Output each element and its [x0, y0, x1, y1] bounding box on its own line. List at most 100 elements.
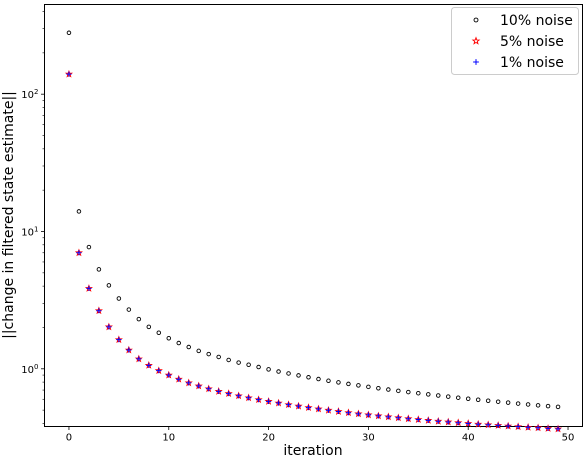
legend-label: 1% noise	[500, 55, 564, 71]
data-point	[106, 324, 112, 330]
data-point	[176, 340, 182, 346]
data-point	[355, 411, 362, 417]
legend: 10% noise 5% noise 1% noise	[451, 7, 579, 75]
x-tick-label: 10	[162, 433, 175, 444]
data-point	[425, 417, 431, 423]
data-point	[445, 419, 451, 425]
data-point	[295, 403, 302, 409]
data-point	[473, 17, 479, 23]
plot-area	[44, 4, 583, 427]
data-point	[346, 381, 351, 387]
data-point	[256, 397, 262, 403]
data-point	[236, 360, 241, 365]
legend-label: 10% noise	[500, 13, 573, 29]
data-point	[156, 330, 162, 336]
data-point	[66, 71, 72, 77]
data-point	[485, 422, 491, 428]
y-axis-label: ||change in filtered state estimate||	[1, 91, 17, 339]
data-point	[545, 403, 551, 409]
data-point	[515, 424, 521, 430]
y-axis-ticks: 100 101 102	[21, 11, 45, 424]
x-tick-label: 50	[562, 433, 575, 444]
data-point	[555, 404, 561, 410]
data-point	[326, 378, 331, 384]
data-point	[196, 383, 202, 389]
data-point	[306, 375, 311, 380]
data-point	[376, 385, 381, 391]
data-point	[86, 285, 92, 292]
data-point	[471, 36, 481, 45]
data-point	[276, 369, 281, 374]
data-point	[86, 244, 92, 250]
data-point	[406, 389, 411, 395]
data-point	[216, 388, 222, 394]
x-tick-label: 40	[462, 433, 475, 444]
x-tick-label: 20	[262, 433, 275, 444]
data-point	[455, 420, 461, 426]
data-point	[386, 387, 391, 392]
data-point	[226, 357, 231, 363]
data-point	[136, 356, 142, 362]
data-point	[206, 351, 211, 357]
data-point	[396, 388, 401, 394]
data-point	[315, 406, 322, 412]
data-point	[206, 386, 212, 392]
data-point	[126, 347, 132, 353]
data-point	[385, 414, 391, 420]
x-axis-label: iteration	[283, 443, 342, 458]
data-point	[415, 416, 421, 423]
data-point	[116, 296, 122, 301]
data-point	[485, 398, 491, 404]
data-point	[186, 380, 192, 386]
data-points	[64, 30, 563, 433]
data-point	[325, 407, 332, 413]
data-point	[186, 344, 191, 350]
data-point	[76, 250, 82, 256]
data-point	[455, 395, 461, 400]
data-point	[236, 393, 242, 399]
data-point	[525, 402, 531, 407]
data-point	[106, 283, 112, 288]
data-point	[256, 364, 261, 370]
data-point	[126, 307, 132, 312]
data-point	[266, 367, 271, 372]
data-point	[426, 392, 431, 397]
data-point	[505, 400, 511, 405]
data-point	[216, 354, 221, 360]
data-point	[316, 376, 321, 382]
data-point	[96, 308, 102, 314]
series-circle	[66, 30, 561, 410]
data-point	[275, 400, 282, 406]
data-point	[66, 30, 72, 36]
data-point	[465, 396, 471, 402]
data-point	[495, 422, 501, 429]
data-point	[146, 324, 152, 330]
data-point	[285, 402, 292, 408]
data-point	[345, 410, 352, 416]
x-axis-ticks: 0 10 20 30 40 50	[66, 426, 575, 444]
data-point	[136, 316, 142, 322]
data-point	[96, 267, 102, 272]
data-point	[76, 209, 82, 214]
data-point	[176, 376, 182, 382]
data-point	[475, 421, 481, 427]
data-point	[166, 372, 172, 378]
data-point	[146, 362, 152, 368]
data-point	[356, 383, 361, 388]
data-point	[226, 390, 232, 397]
data-point	[416, 390, 421, 396]
data-point	[246, 362, 251, 368]
data-point	[465, 420, 471, 427]
data-point	[525, 424, 531, 430]
data-point	[156, 368, 162, 374]
data-point	[116, 337, 122, 343]
data-point	[495, 399, 501, 404]
data-point	[545, 425, 551, 432]
y-tick-label: 100	[21, 363, 38, 376]
x-tick-label: 30	[362, 433, 375, 444]
data-point	[515, 401, 521, 406]
data-point	[475, 397, 481, 403]
data-point	[335, 408, 342, 415]
